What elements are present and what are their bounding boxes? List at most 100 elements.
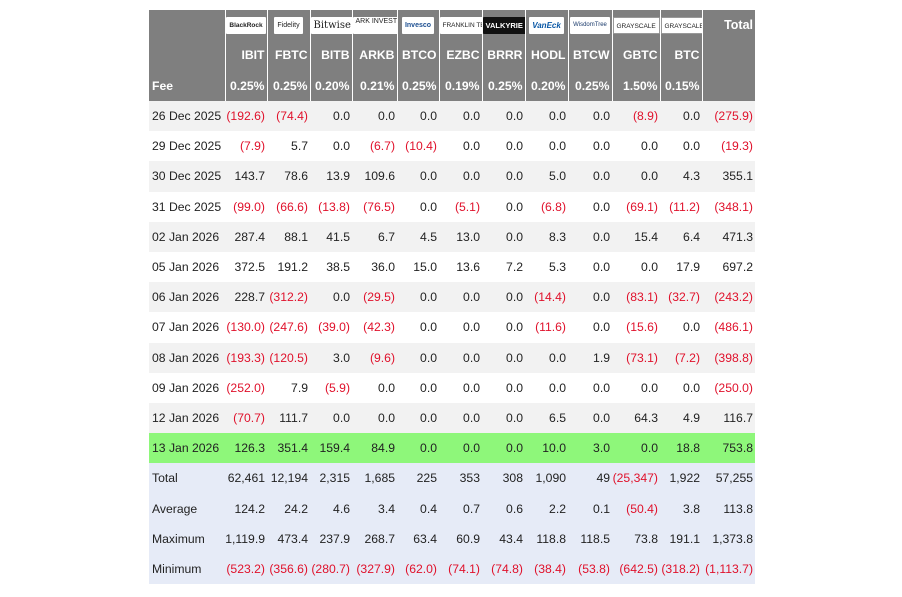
flow-cell: 64.3: [612, 402, 660, 434]
summary-cell: (642.5): [612, 553, 660, 584]
flow-cell: (6.8): [525, 191, 568, 222]
flow-cell: 18.8: [660, 433, 702, 464]
flow-cell: (7.2): [660, 342, 702, 373]
issuer-logo: Invesco: [401, 16, 435, 34]
table-row: 09 Jan 2026 (252.0) 7.9 (5.9) 0.0 0.0 0.0 0.0 0.…: [149, 372, 755, 403]
ticker-header: EZBC: [439, 40, 483, 70]
flow-cell: 0.0: [568, 282, 612, 313]
flow-cell: (70.7): [225, 402, 267, 434]
issuer-logo-cell: Fidelity: [267, 10, 311, 40]
flow-cell: (32.7): [660, 282, 702, 313]
row-total-cell: 355.1: [702, 161, 755, 192]
flow-cell: 0.0: [310, 101, 352, 132]
flow-cell: 351.4: [267, 433, 310, 464]
flow-cell: 0.0: [568, 101, 612, 132]
date-cell: 08 Jan 2026: [149, 342, 225, 373]
summary-cell: (327.9): [352, 553, 397, 584]
ticker-total-blank: [702, 40, 755, 70]
issuer-logo-cell: Invesco: [397, 10, 440, 40]
flow-cell: (8.9): [612, 101, 660, 132]
flow-cell: 36.0: [352, 251, 397, 283]
flow-cell: 0.0: [525, 372, 568, 403]
fee-value: 0.25%: [397, 70, 440, 101]
row-total-cell: (250.0): [702, 372, 755, 403]
summary-cell: 237.9: [310, 523, 352, 554]
fee-value: 0.15%: [660, 70, 703, 101]
summary-total-cell: 57,255: [702, 463, 755, 494]
issuer-logo-cell: Bitwise: [310, 10, 353, 40]
row-total-cell: 116.7: [702, 402, 755, 434]
summary-cell: (356.6): [267, 553, 310, 584]
fee-value: 0.20%: [310, 70, 353, 101]
summary-cell: 1,090: [525, 463, 568, 494]
summary-cell: 2.2: [525, 493, 568, 524]
row-total-cell: (348.1): [702, 191, 755, 222]
flow-cell: (14.4): [525, 282, 568, 313]
ticker-header: BRRR: [482, 40, 526, 70]
summary-cell: 3.8: [660, 493, 702, 524]
row-total-cell: (243.2): [702, 282, 755, 313]
flow-cell: 0.0: [352, 372, 397, 403]
table-row: 30 Dec 2025 143.7 78.6 13.9 109.6 0.0 0.0 0.0 5.…: [149, 161, 755, 192]
flow-cell: 10.0: [525, 433, 568, 464]
fee-value: 0.20%: [525, 70, 569, 101]
flow-cell: 3.0: [310, 342, 352, 373]
flow-cell: 88.1: [267, 221, 310, 252]
flow-cell: 0.0: [568, 221, 612, 252]
summary-cell: 1,119.9: [225, 523, 267, 554]
table-summary: Total 62,461 12,194 2,315 1,685 225 353 308 1,09…: [149, 463, 755, 584]
flow-cell: 5.3: [525, 251, 568, 283]
fee-row: Fee 0.25% 0.25% 0.20% 0.21% 0.25% 0.19% 0.25% 0.…: [149, 70, 755, 101]
flow-cell: 0.0: [397, 342, 439, 373]
summary-cell: (25,347): [612, 463, 660, 494]
flow-cell: 0.0: [439, 131, 482, 162]
issuer-logo-cell: WisdomTree: [568, 10, 613, 40]
summary-cell: 62,461: [225, 463, 267, 494]
flow-cell: 0.0: [397, 101, 439, 132]
date-cell: 13 Jan 2026: [149, 433, 225, 464]
issuer-logo: VALKYRIE: [482, 16, 524, 34]
summary-total-cell: (1,113.7): [702, 553, 755, 584]
ticker-row: IBIT FBTC BITB ARKB BTCO EZBC BRRR HODL BTCW GBTC…: [149, 40, 755, 70]
ticker-corner: [149, 40, 226, 70]
issuer-logo: BlackRock: [226, 16, 266, 34]
issuer-logo: GRAYSCALE: [660, 16, 701, 34]
flow-cell: (193.3): [225, 342, 267, 373]
flow-cell: (13.8): [310, 191, 352, 222]
issuer-logo-cell: FRANKLIN TEMPLETON: [439, 10, 483, 40]
summary-cell: 1,922: [660, 463, 702, 494]
date-cell: 09 Jan 2026: [149, 372, 225, 403]
table-body: 26 Dec 2025 (192.6) (74.4) 0.0 0.0 0.0 0.0 0.0 0…: [149, 101, 755, 464]
fee-value: 0.21%: [352, 70, 398, 101]
summary-cell: 124.2: [225, 493, 267, 524]
flow-cell: 38.5: [310, 251, 352, 283]
summary-cell: 118.5: [568, 523, 612, 554]
flow-cell: (11.2): [660, 191, 702, 222]
issuer-logo: ARK INVEST: [352, 16, 396, 34]
ticker-header: IBIT: [225, 40, 268, 70]
summary-cell: (53.8): [568, 553, 612, 584]
summary-cell: 63.4: [397, 523, 439, 554]
summary-cell: 24.2: [267, 493, 310, 524]
flow-cell: 4.5: [397, 221, 439, 252]
issuer-logo: GRAYSCALE: [612, 16, 659, 34]
flow-cell: (74.4): [267, 101, 310, 132]
summary-cell: 118.8: [525, 523, 568, 554]
flow-cell: 0.0: [482, 101, 525, 132]
summary-cell: 0.1: [568, 493, 612, 524]
date-cell: 31 Dec 2025: [149, 191, 225, 222]
summary-cell: 49: [568, 463, 612, 494]
date-cell: 06 Jan 2026: [149, 282, 225, 313]
issuer-logo: Fidelity: [274, 16, 303, 34]
flow-cell: 287.4: [225, 221, 267, 252]
flow-cell: 0.0: [568, 131, 612, 162]
logo-row: BlackRock Fidelity Bitwise ARK INVEST Invesc…: [149, 10, 755, 40]
flow-cell: 3.0: [568, 433, 612, 464]
flow-cell: 0.0: [439, 402, 482, 434]
table-row: 06 Jan 2026 228.7 (312.2) 0.0 (29.5) 0.0 0.0 0.…: [149, 282, 755, 313]
flow-cell: 0.0: [482, 342, 525, 373]
flow-cell: 1.9: [568, 342, 612, 373]
flow-cell: (39.0): [310, 312, 352, 343]
flow-cell: (120.5): [267, 342, 310, 373]
summary-row: Total 62,461 12,194 2,315 1,685 225 353 308 1,09…: [149, 463, 755, 494]
